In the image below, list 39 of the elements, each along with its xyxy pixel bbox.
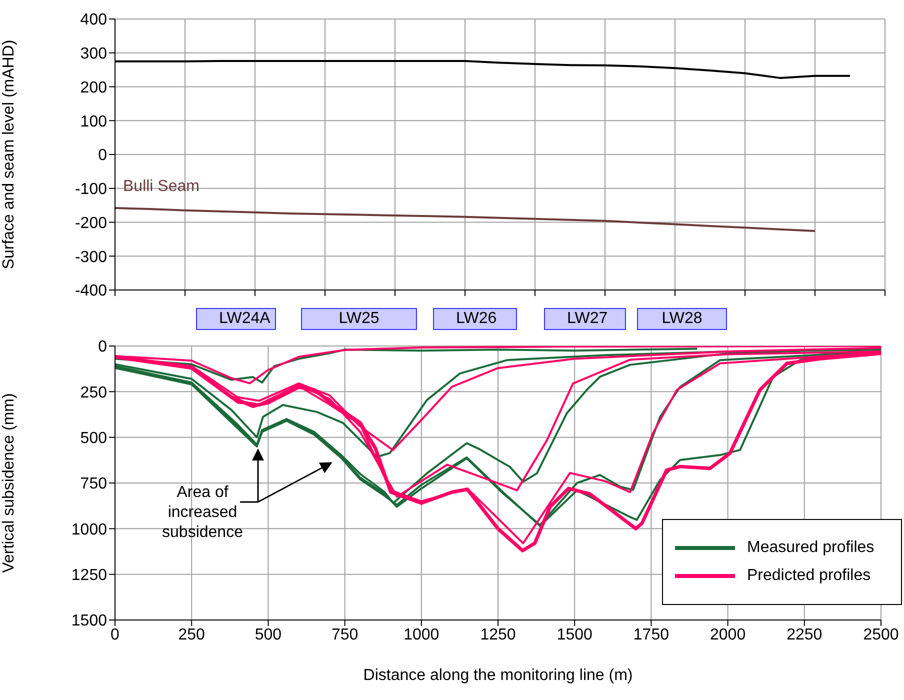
y-tick-label: 0 [98, 338, 108, 356]
y-tick-label: 1000 [71, 521, 108, 538]
text: LW25 [301, 308, 417, 330]
text: LW26 [433, 308, 517, 330]
text: LW28 [637, 308, 727, 330]
y-tick-label: -200 [74, 214, 108, 232]
x-tick-label: 500 [254, 626, 282, 644]
y-tick-label: 300 [80, 46, 108, 63]
y-tick-label: 750 [80, 476, 108, 493]
y-tick-label: -100 [74, 181, 108, 198]
legend-label: Measured profiles [747, 539, 874, 557]
x-tick-label: 1000 [404, 626, 440, 644]
legend-label: Predicted profiles [747, 567, 871, 585]
y-tick-label: 1500 [71, 612, 108, 630]
y-tick-label: 0 [98, 147, 108, 164]
y-tick-label: 250 [80, 384, 108, 402]
y-tick-label: 200 [80, 79, 108, 96]
y-axis-title: Surface and seam level (mAHD) [0, 40, 18, 270]
x-tick-label: 0 [110, 626, 120, 644]
text: LW24A [196, 308, 276, 330]
series-label: Bulli Seam [123, 178, 200, 196]
x-axis-title: Distance along the monitoring line (m) [363, 667, 633, 684]
x-tick-label: 2000 [710, 626, 746, 644]
y-tick-label: 500 [80, 430, 108, 448]
x-tick-label: 750 [331, 626, 358, 644]
text: LW27 [544, 308, 626, 330]
y-tick-label: -400 [74, 282, 108, 300]
y-tick-label: 100 [80, 113, 108, 130]
annotation: Area of increased subsidence [161, 483, 244, 543]
y-tick-label: 1250 [71, 567, 108, 584]
y-tick-label: 400 [80, 12, 108, 29]
x-tick-label: 2500 [863, 626, 899, 644]
y-axis-title: Vertical subsidence (mm) [0, 393, 18, 573]
x-tick-label: 1250 [480, 626, 516, 644]
x-tick-label: 250 [178, 626, 206, 644]
x-tick-label: 1500 [556, 626, 592, 644]
x-tick-label: 2250 [786, 626, 822, 644]
x-tick-label: 1750 [633, 626, 670, 644]
y-tick-label: -300 [74, 248, 108, 266]
